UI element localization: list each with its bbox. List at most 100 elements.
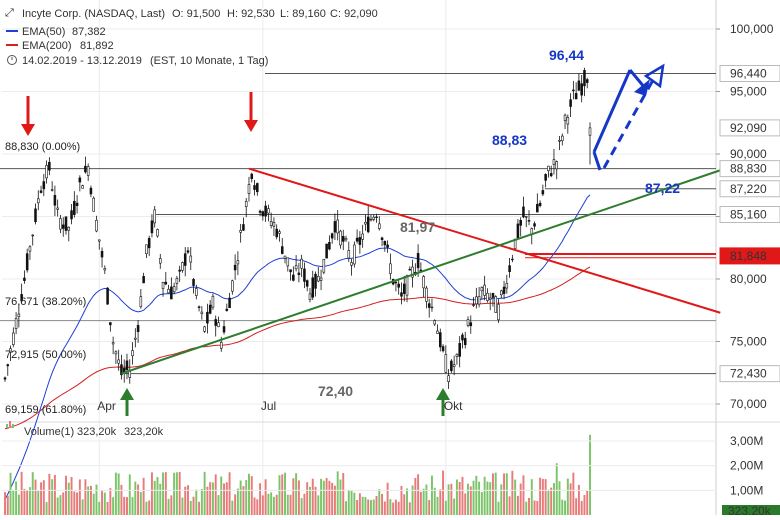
ohlc-open-value: 91,500 (187, 8, 221, 20)
candle-body (170, 286, 173, 300)
candle-body (283, 255, 287, 259)
volume-bar (181, 497, 184, 515)
volume-bar (356, 500, 359, 515)
volume-bar (162, 472, 165, 515)
volume-bar (112, 497, 115, 515)
volume-bar (53, 474, 56, 515)
y-tick-label: 70,000 (730, 397, 767, 411)
volume-bar (295, 473, 298, 515)
candle-body (211, 295, 215, 308)
volume-bar (536, 500, 539, 515)
volume-bar (242, 486, 245, 515)
volume-legend-icon (9, 421, 11, 428)
volume-bar (98, 501, 101, 515)
volume-bar (187, 485, 189, 515)
candle-body (561, 135, 564, 141)
volume-bar (48, 473, 51, 515)
annotation-label: 81,97 (400, 219, 435, 235)
candle-body (109, 322, 112, 326)
volume-legend-value2: 323,20k (124, 426, 164, 438)
volume-bar (577, 484, 580, 515)
volume-bar (281, 474, 284, 515)
volume-bar (214, 474, 217, 515)
annotation-label: 72,40 (318, 383, 353, 399)
volume-bar (425, 484, 428, 515)
candle-body (81, 185, 84, 189)
price-tag-label: 92,090 (730, 121, 767, 135)
candle-body (145, 244, 148, 255)
candle-body (372, 216, 376, 220)
buy-arrow-icon (120, 388, 134, 400)
volume-bar (469, 486, 472, 515)
trendline-green-support (121, 169, 721, 375)
ema50-line (4, 194, 591, 500)
candle-body (458, 343, 461, 357)
volume-bar (422, 488, 425, 515)
candle-body (278, 231, 281, 234)
volume-bar (453, 498, 456, 515)
volume-bar (345, 501, 347, 515)
volume-bar (31, 472, 34, 515)
candle-body (380, 237, 384, 240)
volume-bar (114, 472, 117, 515)
projection-arrows (592, 63, 665, 171)
candle-body (217, 322, 220, 328)
candle-body (461, 334, 464, 341)
candle-body (294, 265, 298, 270)
candle-body (328, 241, 331, 250)
candle-body (544, 174, 547, 181)
x-tick-label: Jul (261, 399, 276, 413)
volume-bar (400, 485, 403, 515)
volume-bar (480, 492, 483, 515)
ema200-label: EMA(200) (22, 40, 72, 52)
fibonacci-label: 88,830 (0.00%) (5, 141, 80, 153)
candle-body (480, 287, 484, 292)
volume-bar (70, 476, 73, 515)
candle-body (23, 277, 26, 281)
volume-bar (200, 488, 203, 515)
volume-bar (17, 494, 20, 515)
volume-bar (505, 473, 508, 515)
candle-body (286, 257, 290, 267)
volume-bar (175, 472, 178, 515)
candle-body (588, 127, 592, 136)
projection-dashed-line (602, 79, 655, 169)
volume-bar (62, 492, 65, 515)
volume-bar (558, 481, 561, 515)
y-tick-label: 100,000 (730, 22, 774, 36)
volume-bar (583, 494, 586, 515)
candle-body (9, 348, 12, 353)
candle-body (56, 207, 59, 210)
candle-body (300, 258, 303, 269)
ohlc-low-value: 89,160 (292, 8, 326, 20)
volume-bar (309, 486, 311, 515)
candle-body (497, 304, 500, 321)
candle-body (34, 208, 37, 223)
volume-bar (89, 485, 92, 515)
y-tick-label: 90,000 (730, 147, 767, 161)
candle-body (272, 222, 276, 227)
volume-bar (300, 498, 303, 515)
candle-body (378, 223, 381, 229)
candle-body (192, 279, 195, 286)
volume-bar (92, 493, 95, 515)
volume-bar (375, 495, 378, 515)
volume-bar (364, 497, 367, 515)
candle-body (6, 364, 10, 367)
candle-body (583, 70, 586, 87)
candle-body (502, 286, 506, 294)
candle-body (233, 264, 237, 271)
candle-body (405, 275, 409, 296)
volume-bar (106, 501, 109, 515)
candle-body (469, 322, 473, 327)
candle-body (558, 140, 561, 142)
volume-bar (547, 489, 550, 515)
price-tag-label: 96,440 (730, 67, 767, 81)
candle-body (53, 195, 57, 206)
candle-body (347, 250, 351, 259)
candle-body (305, 280, 309, 287)
volume-bar (403, 494, 406, 515)
volume-bar (394, 499, 397, 515)
candle-body (253, 185, 256, 190)
volume-bar (358, 493, 361, 515)
